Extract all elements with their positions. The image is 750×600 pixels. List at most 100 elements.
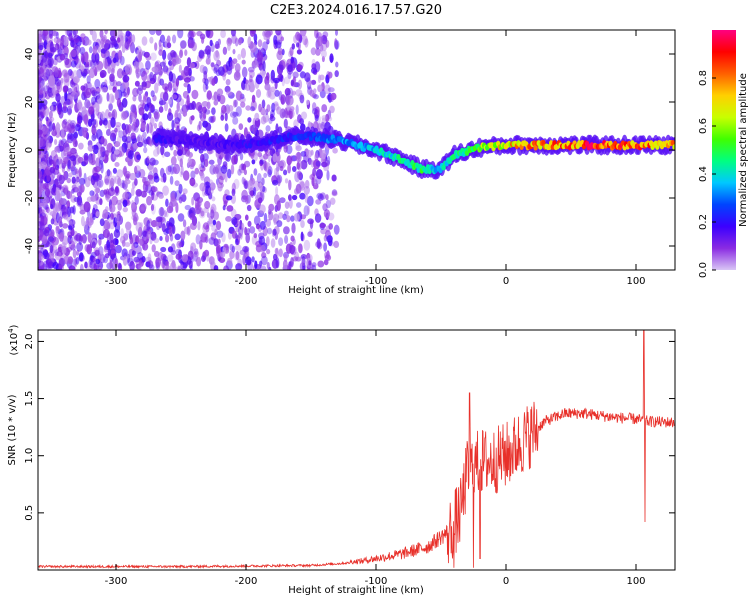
noise-speck (135, 68, 139, 74)
noise-speck (252, 123, 257, 135)
noise-speck (38, 138, 44, 148)
noise-speck (259, 159, 265, 165)
noise-speck (55, 31, 59, 40)
noise-speck (255, 89, 262, 98)
noise-speck (297, 79, 303, 90)
noise-speck (69, 120, 77, 129)
noise-speck (232, 48, 236, 55)
spectrogram-y-axis-label: Frequency (Hz) (7, 112, 18, 188)
noise-speck (59, 232, 64, 242)
noise-speck (127, 160, 133, 167)
noise-speck (142, 50, 146, 57)
noise-speck (51, 84, 57, 95)
noise-speck (150, 204, 155, 211)
noise-speck (131, 121, 138, 131)
noise-speck (268, 266, 272, 270)
noise-speck (188, 39, 195, 49)
noise-speck (265, 218, 271, 227)
noise-speck (267, 165, 273, 176)
noise-speck (296, 49, 302, 55)
noise-speck (162, 65, 169, 74)
noise-speck (106, 129, 111, 136)
noise-speck (280, 36, 285, 42)
noise-speck (79, 184, 85, 193)
noise-speck (261, 99, 266, 109)
noise-speck (110, 212, 114, 220)
noise-speck (177, 265, 181, 270)
noise-speck (104, 59, 108, 70)
noise-speck (302, 35, 308, 46)
noise-speck (175, 57, 182, 64)
noise-speck (58, 140, 65, 151)
noise-speck (270, 238, 276, 248)
noise-speck (179, 40, 187, 49)
noise-speck (251, 94, 256, 103)
colorbar-tick-label: 0.6 (698, 118, 709, 134)
noise-speck (305, 149, 313, 158)
noise-speck (91, 89, 97, 97)
noise-speck (73, 37, 80, 44)
noise-speck (168, 217, 175, 227)
noise-speck (110, 68, 115, 75)
noise-speck (67, 159, 71, 170)
noise-speck (265, 162, 271, 174)
noise-speck (287, 263, 291, 270)
noise-speck (321, 149, 327, 160)
noise-speck (66, 236, 71, 245)
noise-speck (115, 238, 119, 245)
ridge-cell (438, 167, 443, 174)
noise-speck (232, 116, 239, 125)
x-tick-label: -300 (105, 276, 128, 287)
noise-speck (257, 151, 263, 158)
noise-speck (103, 43, 111, 50)
noise-speck (114, 162, 120, 167)
noise-speck (72, 258, 77, 266)
noise-speck (214, 43, 221, 50)
noise-speck (229, 243, 234, 251)
noise-speck (303, 239, 311, 251)
noise-speck (300, 220, 305, 228)
noise-speck (66, 189, 70, 200)
noise-speck (200, 172, 205, 179)
noise-speck (131, 243, 136, 251)
noise-speck (178, 64, 182, 74)
noise-speck (307, 205, 310, 215)
noise-speck (182, 219, 187, 228)
noise-speck (169, 62, 175, 71)
noise-speck (95, 59, 100, 65)
noise-speck (91, 241, 96, 249)
noise-speck (234, 244, 242, 251)
noise-speck (262, 41, 268, 52)
noise-speck (38, 55, 41, 64)
noise-speck (299, 94, 305, 104)
noise-speck (81, 126, 86, 137)
noise-speck (58, 257, 64, 269)
noise-speck (136, 136, 141, 143)
noise-speck (241, 59, 246, 65)
noise-speck (70, 49, 77, 58)
noise-speck (262, 60, 266, 72)
noise-speck (51, 159, 57, 169)
noise-speck (223, 265, 229, 270)
noise-speck (212, 166, 219, 175)
noise-speck (173, 149, 178, 157)
noise-speck (323, 235, 328, 242)
noise-speck (46, 258, 52, 269)
noise-speck (263, 212, 268, 223)
noise-speck (291, 90, 297, 96)
noise-speck (329, 53, 334, 64)
noise-speck (287, 163, 291, 174)
noise-speck (100, 135, 105, 144)
noise-speck (96, 171, 100, 182)
noise-speck (94, 249, 100, 256)
noise-speck (277, 126, 283, 134)
noise-speck (199, 111, 203, 119)
noise-speck (165, 198, 169, 207)
noise-speck (46, 46, 51, 53)
noise-speck (82, 114, 89, 124)
noise-speck (52, 185, 57, 194)
noise-speck (211, 78, 216, 86)
noise-speck (147, 253, 152, 263)
noise-speck (117, 177, 122, 187)
noise-speck (177, 213, 185, 222)
